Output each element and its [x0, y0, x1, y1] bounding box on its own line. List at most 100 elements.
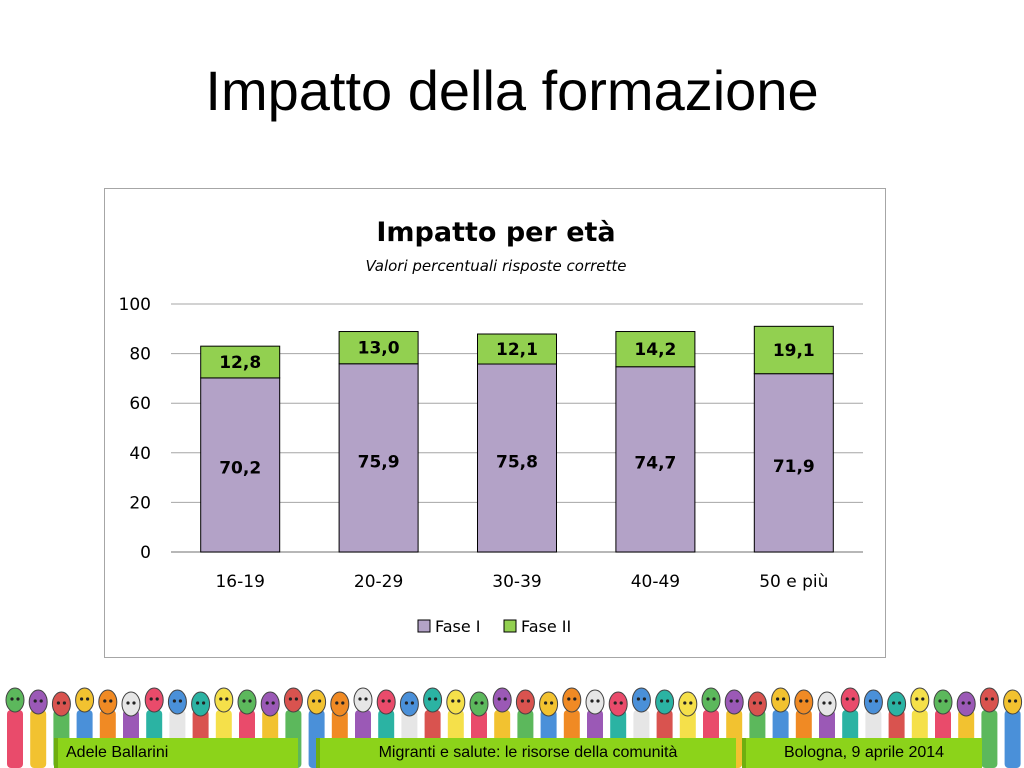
- legend-label: Fase I: [435, 617, 481, 636]
- figure-eye: [341, 701, 345, 705]
- y-tick-label: 60: [129, 394, 151, 414]
- data-label: 75,9: [358, 452, 400, 472]
- figure-eye: [874, 699, 879, 703]
- figure-eye: [364, 697, 368, 701]
- figure-eye: [526, 699, 531, 703]
- bar-fase-ii: [615, 331, 696, 368]
- figure-head: [887, 691, 907, 717]
- figure-eye: [410, 701, 414, 705]
- figure-eye: [132, 701, 136, 705]
- chart-subtitle: Valori percentuali risposte corrette: [365, 257, 626, 275]
- figure-head: [191, 691, 211, 717]
- figure-eye: [851, 697, 855, 701]
- figure-eye: [480, 701, 484, 705]
- figure-head: [724, 689, 744, 715]
- figure-eye: [990, 697, 995, 701]
- figure-eye: [294, 697, 298, 701]
- figure-eye: [428, 697, 432, 701]
- figure-eye: [921, 697, 925, 701]
- figure-eye: [225, 697, 229, 701]
- figure-eye: [636, 697, 641, 701]
- figure-eye: [1008, 699, 1012, 703]
- data-label: 71,9: [773, 457, 815, 477]
- bar-fase-ii: [753, 325, 834, 375]
- figure-eye: [619, 701, 623, 705]
- figure-eye: [33, 699, 37, 703]
- figure-eye: [358, 697, 362, 701]
- figure-eye: [16, 697, 20, 701]
- figure-eye: [335, 701, 339, 705]
- figure-eye: [782, 697, 786, 701]
- stacked-bar-chart: Impatto per età Valori percentuali rispo…: [119, 217, 863, 636]
- x-tick-label: 20-29: [354, 572, 403, 592]
- figure-eye: [776, 697, 780, 701]
- figure-eye: [219, 697, 223, 701]
- figure-eye: [404, 701, 408, 705]
- figure-head: [608, 691, 628, 717]
- figure-eye: [898, 701, 902, 705]
- figure-eye: [265, 701, 269, 705]
- figure-head: [678, 691, 698, 717]
- figure-body: [1004, 710, 1021, 768]
- figure-head: [28, 689, 48, 715]
- figure-eye: [271, 701, 275, 705]
- figure-eye: [387, 699, 391, 703]
- figure-head: [910, 687, 930, 713]
- bar-fase-i: [753, 373, 834, 553]
- footer-place-date: Bologna, 9 aprile 2014: [742, 738, 982, 768]
- bar-fase-ii: [200, 345, 281, 379]
- figure-head: [863, 689, 883, 715]
- figure-head: [260, 691, 280, 717]
- figure-eye: [56, 701, 61, 705]
- figure-body: [30, 710, 47, 768]
- legend-swatch: [503, 619, 517, 633]
- footer-event: Migranti e salute: le risorse della comu…: [316, 738, 736, 768]
- figure-eye: [915, 697, 919, 701]
- figure-head: [423, 687, 443, 713]
- figure-eye: [80, 697, 84, 701]
- bar-fase-i: [615, 366, 696, 553]
- figure-head: [469, 691, 489, 717]
- y-tick-label: 20: [129, 493, 151, 513]
- figure-head: [75, 687, 95, 713]
- data-label: 14,2: [634, 340, 676, 360]
- figure-eye: [39, 699, 43, 703]
- figure-head: [330, 691, 350, 717]
- figure-head: [237, 689, 257, 715]
- figure-eye: [567, 697, 571, 701]
- figure-eye: [381, 699, 385, 703]
- bar-fase-ii: [477, 333, 557, 365]
- figure-head: [585, 689, 605, 715]
- legend-label: Fase II: [521, 617, 571, 636]
- figure-eye: [590, 699, 594, 703]
- figure-head: [840, 687, 860, 713]
- figure-eye: [196, 701, 200, 705]
- figure-eye: [155, 697, 159, 701]
- figure-head: [214, 687, 234, 713]
- figure-head: [515, 689, 535, 715]
- figure-eye: [892, 701, 896, 705]
- figure-eye: [1014, 699, 1018, 703]
- figure-head: [1003, 689, 1023, 715]
- figure-head: [701, 687, 721, 713]
- figure-eye: [712, 697, 716, 701]
- figure-eye: [984, 697, 989, 701]
- figure-eye: [805, 699, 809, 703]
- figure-eye: [689, 701, 693, 705]
- figure-eye: [434, 697, 438, 701]
- figure-eye: [242, 699, 246, 703]
- figure-eye: [938, 699, 942, 703]
- figure-eye: [109, 699, 113, 703]
- figure-head: [98, 689, 118, 715]
- figure-eye: [573, 697, 577, 701]
- slide-title: Impatto della formazione: [205, 59, 819, 122]
- figure-head: [307, 689, 327, 715]
- chart-frame: Impatto per età Valori percentuali rispo…: [104, 188, 886, 658]
- figure-eye: [457, 699, 461, 703]
- figure-eye: [178, 699, 182, 703]
- data-label: 13,0: [358, 339, 400, 359]
- figure-eye: [248, 699, 252, 703]
- figure-eye: [10, 697, 14, 701]
- figure-eye: [613, 701, 617, 705]
- figure-eye: [550, 701, 554, 705]
